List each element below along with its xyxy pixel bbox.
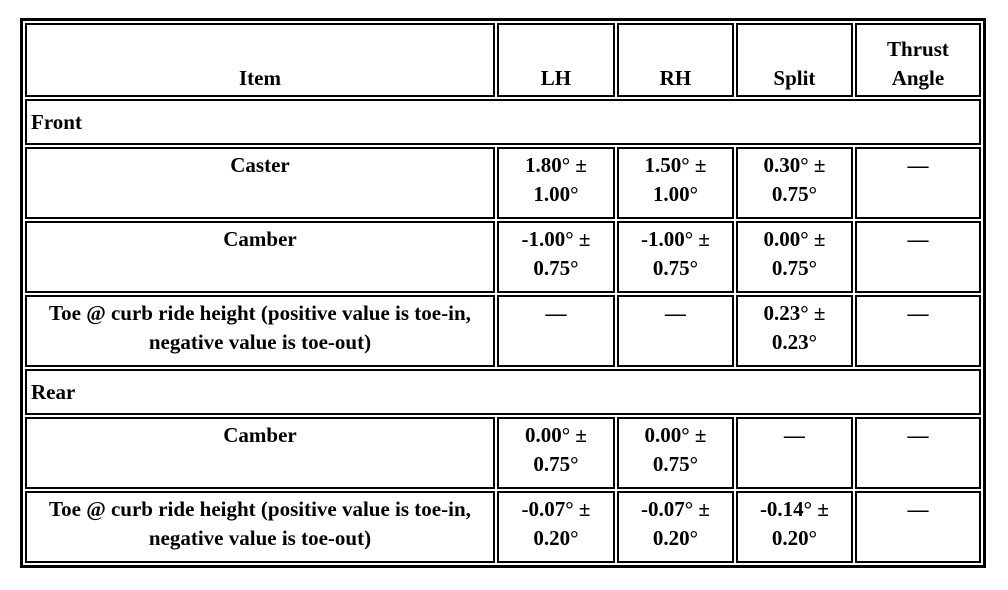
header-cell: RH xyxy=(616,23,734,97)
table-body: Front Caster 1.80° ± 1.00° 1.50° ± 1.00° 0.3… xyxy=(25,99,981,563)
data-row: Camber -1.00° ± 0.75° -1.00° ± 0.75° 0.00° … xyxy=(25,221,981,293)
value-cell: -1.00° ± 0.75° xyxy=(616,221,734,293)
value-cell: 1.50° ± 1.00° xyxy=(616,147,734,219)
cell-text: -0.07° ± 0.20° xyxy=(521,497,591,550)
cell-text: — xyxy=(907,301,929,325)
cell-text: -0.07° ± 0.20° xyxy=(640,497,710,550)
header-cell: Thrust Angle xyxy=(854,23,981,97)
section-label: Rear xyxy=(25,369,981,415)
section-label: Front xyxy=(25,99,981,145)
cell-text: 0.30° ± 0.75° xyxy=(763,153,826,206)
cell-text: Caster xyxy=(230,153,290,177)
cell-text: -1.00° ± 0.75° xyxy=(640,227,710,280)
value-cell: -0.14° ± 0.20° xyxy=(735,491,853,563)
value-cell: — xyxy=(854,147,981,219)
data-row: Camber 0.00° ± 0.75° 0.00° ± 0.75° — — xyxy=(25,417,981,489)
cell-text: Toe @ curb ride height (positive value i… xyxy=(49,301,471,354)
header-cell: Split xyxy=(735,23,853,97)
value-cell: — xyxy=(854,417,981,489)
header-row: Item LH RH Split Thrust Angle xyxy=(25,23,981,97)
cell-text: 1.80° ± 1.00° xyxy=(524,153,587,206)
alignment-table: Item LH RH Split Thrust Angle Front Caster 1.8… xyxy=(20,18,986,568)
section-row: Front xyxy=(25,99,981,145)
item-cell: Caster xyxy=(25,147,495,219)
cell-text: 0.00° ± 0.75° xyxy=(644,423,707,476)
cell-text: — xyxy=(907,497,929,521)
value-cell: — xyxy=(854,221,981,293)
cell-text: Toe @ curb ride height (positive value i… xyxy=(49,497,471,550)
cell-text: -1.00° ± 0.75° xyxy=(521,227,591,280)
item-cell: Toe @ curb ride height (positive value i… xyxy=(25,491,495,563)
item-cell: Toe @ curb ride height (positive value i… xyxy=(25,295,495,367)
item-cell: Camber xyxy=(25,221,495,293)
cell-text: Camber xyxy=(223,423,297,447)
value-cell: — xyxy=(854,491,981,563)
value-cell: — xyxy=(496,295,615,367)
value-cell: 0.00° ± 0.75° xyxy=(616,417,734,489)
value-cell: — xyxy=(616,295,734,367)
section-row: Rear xyxy=(25,369,981,415)
cell-text: Camber xyxy=(223,227,297,251)
item-cell: Camber xyxy=(25,417,495,489)
value-cell: -1.00° ± 0.75° xyxy=(496,221,615,293)
data-row: Caster 1.80° ± 1.00° 1.50° ± 1.00° 0.30° ± … xyxy=(25,147,981,219)
cell-text: — xyxy=(907,227,929,251)
cell-text: 0.23° ± 0.23° xyxy=(763,301,826,354)
value-cell: 0.00° ± 0.75° xyxy=(735,221,853,293)
cell-text: — xyxy=(907,423,929,447)
value-cell: 0.00° ± 0.75° xyxy=(496,417,615,489)
value-cell: 0.23° ± 0.23° xyxy=(735,295,853,367)
value-cell: -0.07° ± 0.20° xyxy=(616,491,734,563)
value-cell: 0.30° ± 0.75° xyxy=(735,147,853,219)
value-cell: -0.07° ± 0.20° xyxy=(496,491,615,563)
header-cell: LH xyxy=(496,23,615,97)
cell-text: 1.50° ± 1.00° xyxy=(644,153,707,206)
value-cell: 1.80° ± 1.00° xyxy=(496,147,615,219)
cell-text: — xyxy=(783,423,805,447)
data-row: Toe @ curb ride height (positive value i… xyxy=(25,491,981,563)
value-cell: — xyxy=(854,295,981,367)
data-row: Toe @ curb ride height (positive value i… xyxy=(25,295,981,367)
cell-text: — xyxy=(664,301,686,325)
cell-text: — xyxy=(907,153,929,177)
cell-text: 0.00° ± 0.75° xyxy=(524,423,587,476)
cell-text: -0.14° ± 0.20° xyxy=(759,497,829,550)
cell-text: — xyxy=(545,301,567,325)
header-cell: Item xyxy=(25,23,495,97)
cell-text: 0.00° ± 0.75° xyxy=(763,227,826,280)
value-cell: — xyxy=(735,417,853,489)
